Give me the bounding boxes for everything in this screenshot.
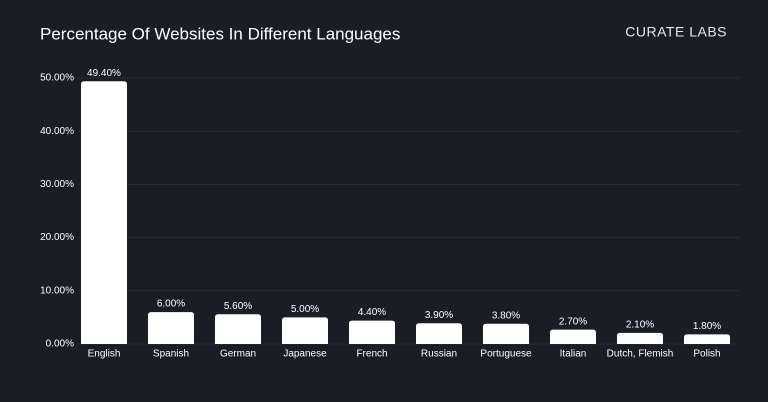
y-tick-label: 30.00% bbox=[40, 179, 74, 190]
bar bbox=[617, 332, 663, 344]
value-label: 5.00% bbox=[291, 304, 319, 315]
bar bbox=[483, 323, 529, 344]
x-tick-label: Spanish bbox=[153, 349, 189, 360]
x-tick-label: Russian bbox=[421, 349, 457, 360]
x-tick-label: Italian bbox=[560, 349, 587, 360]
bar bbox=[215, 314, 261, 344]
value-label: 3.80% bbox=[492, 310, 520, 321]
bar bbox=[416, 323, 462, 344]
value-label: 2.10% bbox=[626, 319, 654, 330]
y-tick-label: 10.00% bbox=[40, 285, 74, 296]
bar bbox=[282, 317, 328, 344]
x-tick-label: Portuguese bbox=[480, 349, 532, 360]
y-tick-label: 50.00% bbox=[40, 73, 74, 84]
value-label: 3.90% bbox=[425, 310, 453, 321]
value-label: 4.40% bbox=[358, 307, 386, 318]
value-label: 49.40% bbox=[87, 68, 121, 79]
value-label: 2.70% bbox=[559, 316, 587, 327]
value-label: 1.80% bbox=[693, 321, 721, 332]
bar bbox=[550, 329, 596, 344]
value-label: 5.60% bbox=[224, 301, 252, 312]
y-tick-label: 20.00% bbox=[40, 232, 74, 243]
y-tick-label: 40.00% bbox=[40, 126, 74, 137]
bar bbox=[349, 320, 395, 344]
bar bbox=[684, 334, 730, 344]
x-tick-label: English bbox=[88, 349, 121, 360]
x-tick-label: Japanese bbox=[283, 349, 327, 360]
bar bbox=[81, 81, 127, 344]
x-tick-label: Polish bbox=[693, 349, 720, 360]
bar bbox=[148, 312, 194, 344]
x-tick-label: Dutch, Flemish bbox=[607, 349, 674, 360]
value-label: 6.00% bbox=[157, 299, 185, 310]
x-tick-label: German bbox=[220, 349, 256, 360]
chart-title: Percentage Of Websites In Different Lang… bbox=[40, 24, 400, 43]
brand: CURATE LABS bbox=[625, 24, 727, 40]
y-tick-label: 0.00% bbox=[46, 339, 74, 350]
x-tick-label: French bbox=[356, 349, 387, 360]
